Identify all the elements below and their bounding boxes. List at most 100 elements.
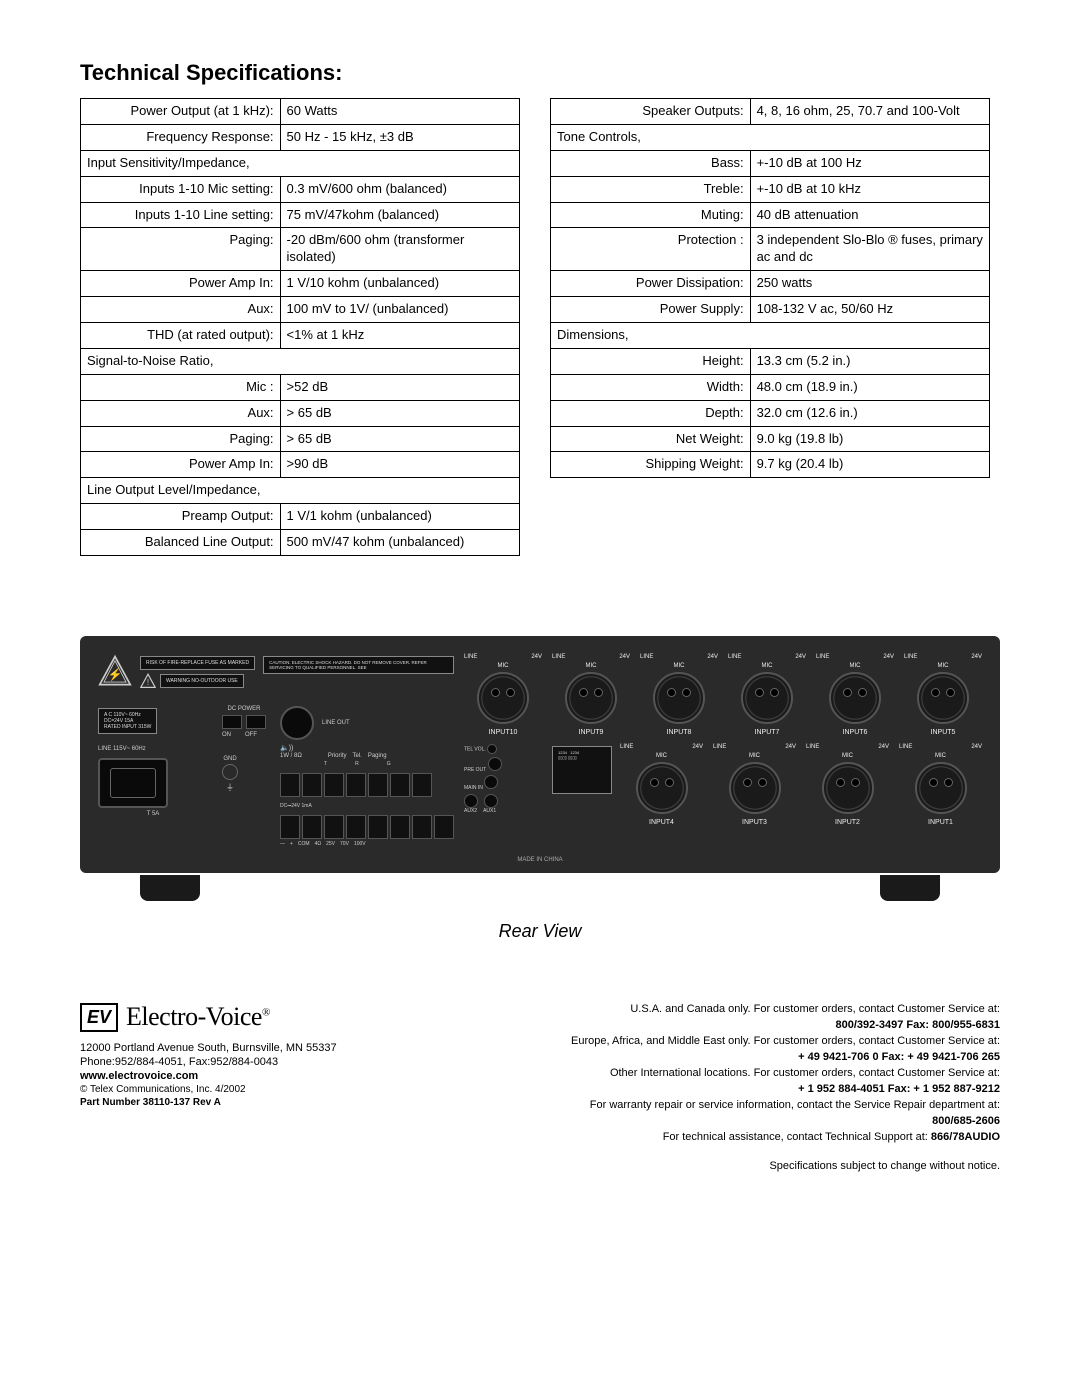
- spec-label: Power Output (at 1 kHz):: [81, 99, 281, 125]
- spec-value: 1 V/10 kohm (unbalanced): [280, 271, 519, 297]
- spec-label: Aux:: [81, 400, 281, 426]
- spec-label: Inputs 1-10 Line setting:: [81, 202, 281, 228]
- spec-label: Frequency Response:: [81, 124, 281, 150]
- spec-value: 48.0 cm (18.9 in.): [750, 374, 989, 400]
- logo: EV Electro-Voice®: [80, 1002, 480, 1032]
- pre-out-jack: [488, 757, 502, 771]
- svg-text:!: !: [147, 678, 149, 687]
- spec-label: Muting:: [551, 202, 751, 228]
- tel-label: Tel.: [353, 753, 362, 759]
- spec-value: 13.3 cm (5.2 in.): [750, 348, 989, 374]
- spec-value: +-10 dB at 10 kHz: [750, 176, 989, 202]
- ground-icon: ⏚: [222, 782, 238, 793]
- trg-t: T: [324, 761, 327, 767]
- spec-value: 32.0 cm (12.6 in.): [750, 400, 989, 426]
- spec-value: 9.7 kg (20.4 lb): [750, 452, 989, 478]
- dc-out-label: DC⎓24V 1mA: [280, 803, 454, 809]
- aux2-jack: [464, 794, 478, 808]
- spec-label: Depth:: [551, 400, 751, 426]
- spk-4ohm: 4Ω: [315, 841, 322, 847]
- input-connector: LINE24V MIC INPUT4: [620, 744, 703, 826]
- main-in-jack: [484, 775, 498, 789]
- spec-value: 500 mV/47 kohm (unbalanced): [280, 530, 519, 556]
- warn-outdoor-label: WARNING NO-OUTDOOR USE: [160, 674, 244, 688]
- spec-table-right: Speaker Outputs:4, 8, 16 ohm, 25, 70.7 a…: [550, 98, 990, 478]
- spec-label: Net Weight:: [551, 426, 751, 452]
- spec-value: >90 dB: [280, 452, 519, 478]
- dc-switch-off: [246, 715, 266, 729]
- line-voltage-label: LINE 115V~ 60Hz: [98, 746, 208, 752]
- copyright: © Telex Communications, Inc. 4/2002: [80, 1084, 480, 1095]
- svg-text:⚡: ⚡: [108, 668, 123, 682]
- contact-intl-num: + 1 952 884-4051 Fax: + 1 952 887-9212: [510, 1082, 1000, 1098]
- trg-r: R: [355, 761, 359, 767]
- aux2-label: AUX2: [464, 808, 477, 816]
- paging-terminals: [280, 773, 454, 797]
- on-label: ON: [222, 732, 231, 738]
- input-connector: LINE24V MIC INPUT8: [640, 654, 718, 736]
- spec-value: +-10 dB at 100 Hz: [750, 150, 989, 176]
- spec-label: Power Dissipation:: [551, 271, 751, 297]
- made-in-label: MADE IN CHINA: [98, 857, 982, 863]
- spec-label: Inputs 1-10 Mic setting:: [81, 176, 281, 202]
- spec-value: 40 dB attenuation: [750, 202, 989, 228]
- spec-value: 60 Watts: [280, 99, 519, 125]
- input-connector: LINE24V MIC INPUT6: [816, 654, 894, 736]
- spec-value: 100 mV to 1V/ (unbalanced): [280, 297, 519, 323]
- spec-value: 50 Hz - 15 kHz, ±3 dB: [280, 124, 519, 150]
- ac-rating-label: A C 110V~ 60Hz DC=24V 15A RATED INPUT 31…: [98, 708, 157, 734]
- spec-value: <1% at 1 kHz: [280, 323, 519, 349]
- dc-power-label: DC POWER: [222, 706, 266, 712]
- spec-tables: Power Output (at 1 kHz):60 WattsFrequenc…: [80, 98, 1000, 556]
- contact-us-canada-num: 800/392-3497 Fax: 800/955-6831: [510, 1018, 1000, 1034]
- spec-value: 4, 8, 16 ohm, 25, 70.7 and 100-Volt: [750, 99, 989, 125]
- priority-label: Priority: [328, 753, 347, 759]
- spec-value: >52 dB: [280, 374, 519, 400]
- spec-label: Speaker Outputs:: [551, 99, 751, 125]
- spec-label: Balanced Line Output:: [81, 530, 281, 556]
- input-connector: LINE24V MIC INPUT1: [899, 744, 982, 826]
- ev-logo-box: EV: [80, 1003, 118, 1032]
- spec-value: 108-132 V ac, 50/60 Hz: [750, 297, 989, 323]
- line-out-xlr: [280, 706, 314, 740]
- spec-value: 250 watts: [750, 271, 989, 297]
- spec-label: Power Amp In:: [81, 271, 281, 297]
- spec-header: Signal-to-Noise Ratio,: [81, 348, 520, 374]
- website-url: www.electrovoice.com: [80, 1070, 480, 1082]
- spk-pos: +: [290, 841, 293, 847]
- spec-label: Bass:: [551, 150, 751, 176]
- spec-header: Tone Controls,: [551, 124, 990, 150]
- spec-header: Line Output Level/Impedance,: [81, 478, 520, 504]
- speaker-terminals: [280, 815, 454, 839]
- spk-com: COM: [298, 841, 310, 847]
- ac-power-inlet: [98, 758, 168, 808]
- spec-value: 0.3 mV/600 ohm (balanced): [280, 176, 519, 202]
- spec-value: > 65 dB: [280, 426, 519, 452]
- dc-switch-on: [222, 715, 242, 729]
- rear-view-container: ⚡ RISK OF FIRE-REPLACE FUSE AS MARKED ! …: [80, 636, 1000, 901]
- spk-25v: 25V: [326, 841, 335, 847]
- spec-label: Preamp Output:: [81, 504, 281, 530]
- input-connectors-top: LINE24V MIC INPUT10LINE24V MIC INPUT9LIN…: [464, 654, 982, 736]
- speaker-1w-label: 1W / 8Ω: [280, 753, 302, 759]
- spec-label: Treble:: [551, 176, 751, 202]
- spec-label: Power Supply:: [551, 297, 751, 323]
- page-title: Technical Specifications:: [80, 60, 1000, 86]
- spec-value: 3 independent Slo-Blo ® fuses, primary a…: [750, 228, 989, 271]
- contact-us-canada: U.S.A. and Canada only. For customer ord…: [510, 1002, 1000, 1018]
- main-in-label: MAIN IN: [464, 785, 483, 791]
- disclaimer: Specifications subject to change without…: [510, 1159, 1000, 1175]
- spec-label: Aux:: [81, 297, 281, 323]
- caution-label: CAUTION: ELECTRIC SHOCK HAZARD. DO NOT R…: [263, 656, 454, 674]
- input-connector: LINE24V MIC INPUT9: [552, 654, 630, 736]
- spec-table-left: Power Output (at 1 kHz):60 WattsFrequenc…: [80, 98, 520, 556]
- line-out-label: LINE OUT: [322, 720, 350, 726]
- trg-g: G: [387, 761, 391, 767]
- page-footer: EV Electro-Voice® 12000 Portland Avenue …: [80, 1002, 1000, 1175]
- rear-panel-feet: [80, 875, 1000, 901]
- contact-tech: For technical assistance, contact Techni…: [510, 1130, 1000, 1146]
- aux1-jack: [484, 794, 498, 808]
- spec-value: 1 V/1 kohm (unbalanced): [280, 504, 519, 530]
- aux1-label: AUX1: [483, 808, 496, 816]
- input-connectors-bottom: LINE24V MIC INPUT4LINE24V MIC INPUT3LINE…: [620, 744, 982, 826]
